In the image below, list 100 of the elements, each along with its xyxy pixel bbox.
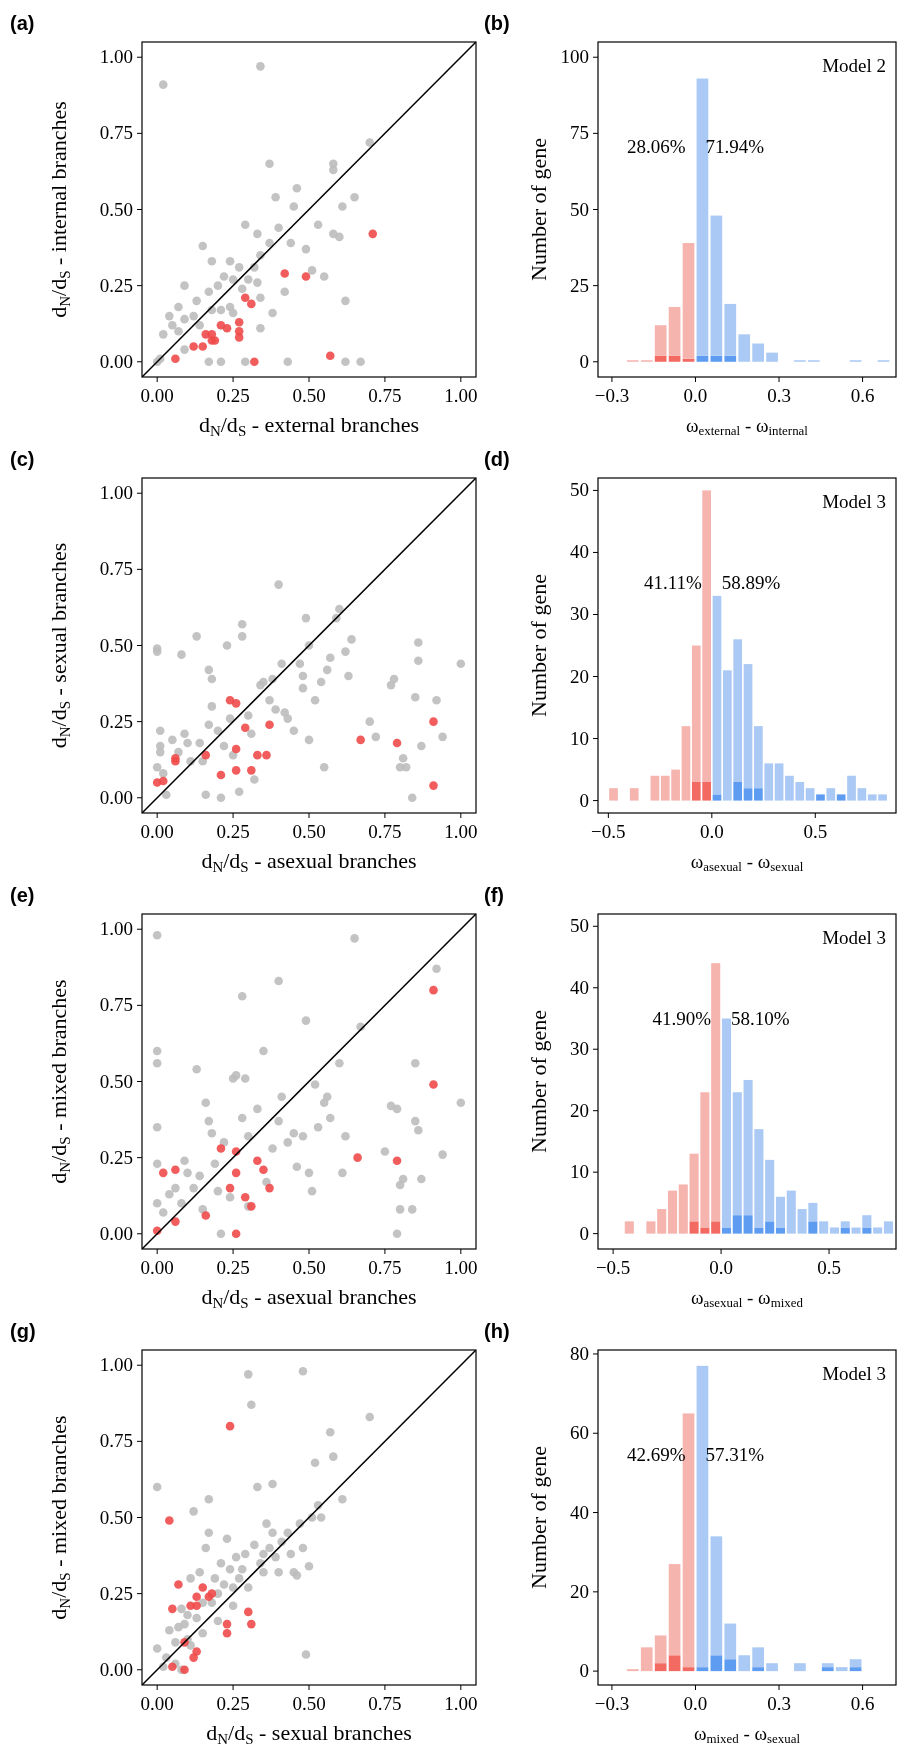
x-tick-label: 0.3 — [767, 385, 791, 406]
y-tick-label: 30 — [570, 1038, 589, 1060]
x-tick-label: 0.25 — [216, 1693, 250, 1714]
x-tick-label: 1.00 — [444, 1257, 478, 1278]
x-tick-label: 0.00 — [140, 1257, 174, 1278]
y-tick-label: 0 — [579, 350, 589, 372]
annotation: 41.11% — [643, 571, 702, 593]
x-tick-label: 0.25 — [216, 821, 250, 842]
y-tick-label: 0.00 — [99, 1658, 133, 1680]
y-axis-title: Number of gene — [526, 574, 551, 717]
x-tick-label: 0.50 — [292, 821, 326, 842]
y-tick-label: 0.75 — [99, 558, 133, 580]
annotation: 58.89% — [721, 571, 781, 593]
chart-title: (e) — [10, 884, 35, 906]
x-tick-label: 0.3 — [767, 1693, 791, 1714]
x-tick-label: −0.3 — [594, 1693, 630, 1714]
y-tick-label: 0.75 — [99, 122, 133, 144]
y-tick-label: 0.75 — [99, 1430, 133, 1452]
y-tick-label: 60 — [570, 1422, 589, 1444]
y-tick-label: 40 — [570, 976, 589, 998]
y-tick-label: 0.25 — [99, 274, 133, 296]
x-axis-title: ω$_{asexual}$ - ω$_{sexual}$ — [690, 851, 804, 875]
x-tick-label: 0.00 — [140, 385, 174, 406]
y-tick-label: 75 — [570, 122, 589, 144]
x-tick-label: 0.75 — [368, 821, 402, 842]
x-axis-title: ω$_{external}$ - ω$_{internal}$ — [686, 415, 809, 439]
y-axis-title: Number of gene — [526, 1446, 551, 1589]
y-tick-label: 0.00 — [99, 350, 133, 372]
y-axis-title: Number of gene — [526, 138, 551, 281]
chart-title: (c) — [10, 448, 35, 470]
annotation: 42.69% — [626, 1443, 686, 1465]
chart-title: (h) — [484, 1320, 510, 1342]
x-tick-label: 0.0 — [683, 385, 708, 406]
y-axis-title: Number of gene — [526, 1010, 551, 1153]
x-tick-label: 0.5 — [817, 1257, 841, 1278]
annotation: Model 2 — [822, 55, 886, 76]
y-tick-label: 1.00 — [99, 482, 133, 504]
y-tick-label: 100 — [560, 46, 589, 68]
y-tick-label: 40 — [570, 1501, 589, 1523]
x-tick-label: 0.6 — [850, 385, 875, 406]
y-tick-label: 0.00 — [99, 1222, 133, 1244]
annotation: 28.06% — [626, 135, 686, 157]
x-tick-label: 0.50 — [292, 1693, 326, 1714]
x-axis-title: ω$_{mixed}$ - ω$_{sexual}$ — [693, 1723, 801, 1747]
y-tick-label: 20 — [570, 1580, 589, 1602]
x-tick-label: 0.75 — [368, 385, 402, 406]
x-tick-label: 0.6 — [850, 1693, 875, 1714]
annotation: Model 3 — [822, 927, 886, 948]
chart-title: (d) — [484, 448, 510, 470]
y-tick-label: 25 — [570, 274, 589, 296]
y-tick-label: 0.00 — [99, 786, 133, 808]
x-tick-label: 1.00 — [444, 821, 478, 842]
y-tick-label: 20 — [570, 1099, 589, 1121]
chart-title: (a) — [10, 12, 35, 34]
y-tick-label: 0 — [579, 1222, 589, 1244]
y-tick-label: 20 — [570, 665, 589, 687]
x-tick-label: 1.00 — [444, 385, 478, 406]
x-tick-label: −0.3 — [594, 385, 630, 406]
annotation: 58.10% — [731, 1007, 790, 1029]
y-tick-label: 1.00 — [99, 1354, 133, 1376]
x-tick-label: 0.75 — [368, 1257, 402, 1278]
y-tick-label: 0.50 — [99, 634, 133, 656]
x-tick-label: 0.5 — [803, 821, 828, 842]
y-tick-label: 0.75 — [99, 994, 133, 1016]
y-tick-label: 0.50 — [99, 1070, 133, 1092]
x-tick-label: 0.50 — [292, 385, 326, 406]
x-axis-title: d$_{N}$/d$_{S}$ - sexual branches — [206, 1720, 412, 1747]
x-tick-label: 0.25 — [216, 1257, 250, 1278]
y-tick-label: 50 — [570, 198, 589, 220]
x-tick-label: 0.75 — [368, 1693, 402, 1714]
x-axis-title: d$_{N}$/d$_{S}$ - asexual branches — [201, 848, 417, 875]
y-tick-label: 0.50 — [99, 1506, 133, 1528]
y-tick-label: 10 — [570, 1161, 589, 1183]
x-tick-label: −0.5 — [591, 821, 626, 842]
x-tick-label: −0.5 — [595, 1257, 631, 1278]
y-tick-label: 0.25 — [99, 1582, 133, 1604]
x-axis-title: d$_{N}$/d$_{S}$ - external branches — [198, 412, 420, 439]
y-tick-label: 30 — [570, 603, 589, 625]
x-tick-label: 0.50 — [292, 1257, 326, 1278]
y-tick-label: 80 — [570, 1342, 589, 1364]
y-tick-label: 0.50 — [99, 198, 133, 220]
y-tick-label: 10 — [570, 727, 589, 749]
x-tick-label: 0.25 — [216, 385, 250, 406]
x-tick-label: 1.00 — [444, 1693, 478, 1714]
chart-title: (g) — [10, 1320, 36, 1342]
y-tick-label: 0.25 — [99, 1146, 133, 1168]
y-tick-label: 50 — [570, 479, 589, 501]
x-tick-label: 0.00 — [140, 1693, 174, 1714]
annotation: 57.31% — [705, 1443, 765, 1465]
x-axis-title: d$_{N}$/d$_{S}$ - asexual branches — [201, 1284, 417, 1311]
annotation: 71.94% — [705, 135, 765, 157]
chart-title: (f) — [484, 884, 504, 906]
y-tick-label: 1.00 — [99, 46, 133, 68]
x-tick-label: 0.0 — [709, 1257, 733, 1278]
x-tick-label: 0.00 — [140, 821, 174, 842]
annotation: 41.90% — [652, 1007, 712, 1029]
x-tick-label: 0.0 — [699, 821, 724, 842]
annotation: Model 3 — [822, 1363, 886, 1384]
y-tick-label: 0 — [579, 1660, 589, 1682]
y-tick-label: 0 — [579, 789, 589, 811]
